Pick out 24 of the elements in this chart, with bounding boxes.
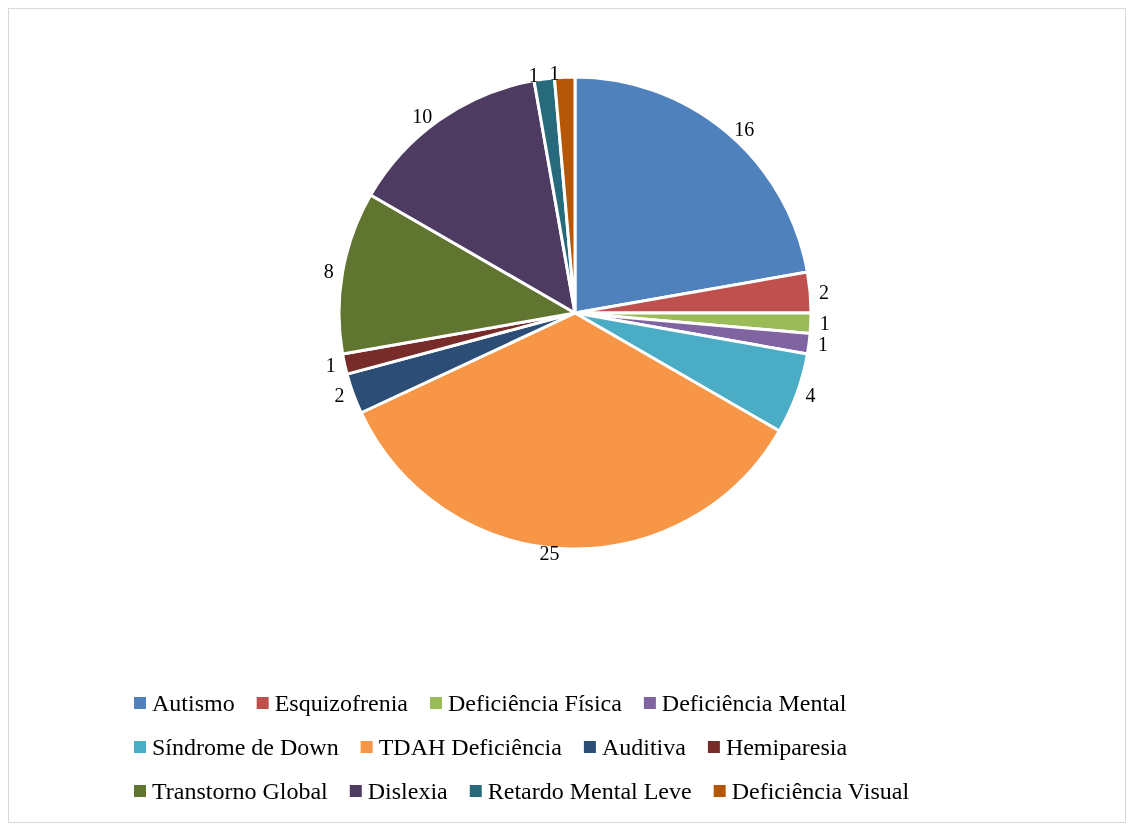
data-label: 1 <box>549 62 560 85</box>
data-label: 1 <box>528 64 539 87</box>
legend-label: Hemiparesia <box>725 734 848 760</box>
legend-label: Retardo Mental Leve <box>487 778 692 804</box>
data-label: 8 <box>323 260 334 283</box>
legend-label: Dislexia <box>367 778 449 804</box>
data-label: 16 <box>734 118 755 141</box>
legend-label: Deficiência Visual <box>731 778 910 804</box>
legend-label: Síndrome de Down <box>152 734 339 760</box>
data-label: 25 <box>539 541 560 564</box>
legend-label: Deficiência Física <box>447 690 623 716</box>
legend-label: TDAH Deficiência <box>378 734 563 760</box>
data-label: 2 <box>334 384 345 407</box>
data-label: 2 <box>819 281 830 304</box>
data-label: 1 <box>819 312 830 335</box>
data-label: 1 <box>325 353 336 376</box>
legend-label: Autismo <box>152 690 235 716</box>
data-label: 10 <box>412 105 433 128</box>
legend-label: Deficiência Mental <box>661 690 847 716</box>
data-label: 4 <box>805 384 816 407</box>
data-label: 1 <box>817 333 828 356</box>
legend-label: Auditiva <box>601 734 687 760</box>
legend-label: Esquizofrenia <box>274 690 409 716</box>
legend-label: Transtorno Global <box>152 778 329 804</box>
